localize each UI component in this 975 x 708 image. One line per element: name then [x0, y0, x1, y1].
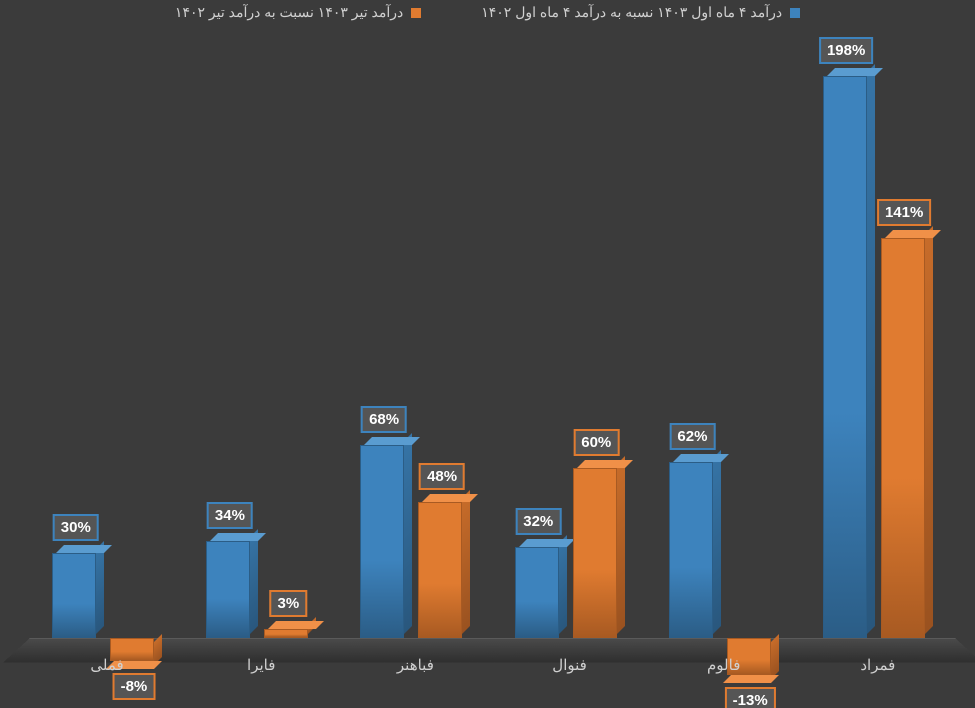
category-label: فایرا	[247, 656, 275, 674]
legend-item-series1: درآمد ۴ ماه اول ۱۴۰۳ نسبه به درآمد ۴ ماه…	[481, 4, 800, 21]
bar-series1: 198%	[823, 76, 875, 638]
bar-series1: 68%	[360, 445, 412, 638]
bar-series2: 60%	[573, 468, 625, 638]
data-label: 32%	[515, 508, 561, 535]
bar-series1: 62%	[669, 462, 721, 638]
data-label: 30%	[53, 514, 99, 541]
chart-legend: درآمد ۴ ماه اول ۱۴۰۳ نسبه به درآمد ۴ ماه…	[0, 4, 975, 21]
bar-wrap: 62%	[669, 40, 721, 638]
chart-area: 30%-8%فملی34%3%فایرا68%48%فباهنر32%60%فن…	[30, 40, 955, 678]
bar-group: 32%60%فنوال	[500, 40, 640, 638]
bar-wrap: -8%	[110, 40, 162, 638]
bar-series1: 30%	[52, 553, 104, 638]
data-label: 62%	[669, 423, 715, 450]
data-label: 3%	[270, 590, 308, 617]
legend-item-series2: درآمد تیر ۱۴۰۳ نسبت به درآمد تیر ۱۴۰۲	[175, 4, 421, 21]
data-label: 198%	[819, 37, 873, 64]
legend-swatch-series1	[790, 8, 800, 18]
legend-swatch-series2	[411, 8, 421, 18]
bar-wrap: 30%	[52, 40, 104, 638]
category-label: فباهنر	[397, 656, 434, 674]
bar-wrap: 32%	[515, 40, 567, 638]
category-label: فمراد	[860, 656, 895, 674]
data-label: 60%	[573, 429, 619, 456]
bar-group: 198%141%فمراد	[808, 40, 948, 638]
bar-series1: 34%	[206, 541, 258, 638]
data-label: 48%	[419, 463, 465, 490]
category-label: فملی	[90, 656, 123, 674]
category-label: فنوال	[552, 656, 587, 674]
data-label: -13%	[725, 687, 776, 708]
bar-series2: 141%	[881, 238, 933, 638]
data-label: 141%	[877, 199, 931, 226]
data-label: 68%	[361, 406, 407, 433]
bar-group: 62%-13%فالوم	[654, 40, 794, 638]
bar-group: 68%48%فباهنر	[345, 40, 485, 638]
legend-label-series1: درآمد ۴ ماه اول ۱۴۰۳ نسبه به درآمد ۴ ماه…	[481, 4, 782, 21]
bar-wrap: 198%	[823, 40, 875, 638]
bar-group: 34%3%فایرا	[191, 40, 331, 638]
bar-wrap: -13%	[727, 40, 779, 638]
bar-series2: 48%	[418, 502, 470, 638]
legend-label-series2: درآمد تیر ۱۴۰۳ نسبت به درآمد تیر ۱۴۰۲	[175, 4, 403, 21]
category-label: فالوم	[707, 656, 740, 674]
bar-wrap: 34%	[206, 40, 258, 638]
data-label: 34%	[207, 502, 253, 529]
bar-series1: 32%	[515, 547, 567, 638]
data-label: -8%	[113, 673, 156, 700]
bar-series2: 3%	[264, 629, 316, 638]
bar-wrap: 68%	[360, 40, 412, 638]
bar-wrap: 48%	[418, 40, 470, 638]
bar-group: 30%-8%فملی	[37, 40, 177, 638]
chart-groups: 30%-8%فملی34%3%فایرا68%48%فباهنر32%60%فن…	[30, 40, 955, 638]
bar-wrap: 3%	[264, 40, 316, 638]
bar-wrap: 60%	[573, 40, 625, 638]
bar-wrap: 141%	[881, 40, 933, 638]
